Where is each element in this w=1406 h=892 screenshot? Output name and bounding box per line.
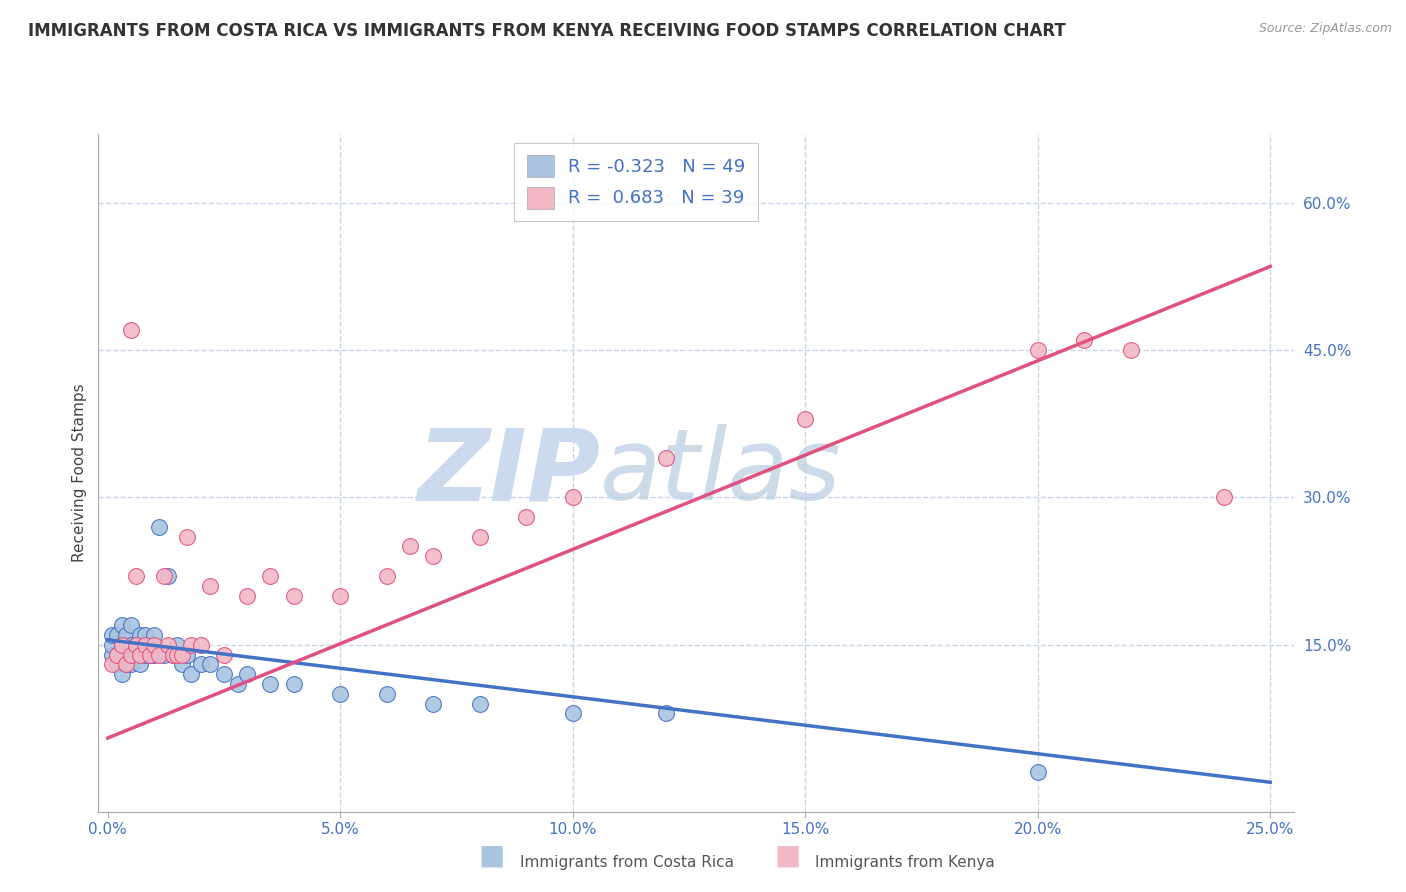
- Point: [180, 667, 202, 681]
- Point: [468, 530, 491, 544]
- Point: [124, 648, 146, 662]
- Point: [111, 638, 134, 652]
- Point: [236, 667, 259, 681]
- Point: [162, 648, 184, 662]
- Point: [105, 628, 128, 642]
- Point: [212, 667, 235, 681]
- Point: [198, 579, 221, 593]
- Point: [111, 618, 134, 632]
- Point: [375, 687, 398, 701]
- Point: [1026, 343, 1049, 357]
- Point: [1026, 765, 1049, 780]
- Point: [561, 706, 583, 721]
- Point: [259, 677, 281, 691]
- Text: Source: ZipAtlas.com: Source: ZipAtlas.com: [1258, 22, 1392, 36]
- Point: [655, 450, 678, 465]
- Point: [283, 677, 305, 691]
- Point: [148, 648, 170, 662]
- Point: [152, 648, 174, 662]
- Point: [124, 569, 146, 583]
- Point: [129, 638, 152, 652]
- Point: [212, 648, 235, 662]
- Point: [120, 648, 142, 662]
- Point: [162, 648, 184, 662]
- Point: [157, 569, 180, 583]
- Point: [166, 648, 188, 662]
- Point: [655, 706, 678, 721]
- Point: [105, 648, 128, 662]
- Point: [226, 677, 249, 691]
- Point: [111, 648, 134, 662]
- Text: atlas: atlas: [600, 425, 842, 521]
- Point: [157, 638, 180, 652]
- Point: [120, 323, 142, 337]
- Point: [176, 530, 198, 544]
- Y-axis label: Receiving Food Stamps: Receiving Food Stamps: [72, 384, 87, 562]
- Point: [468, 697, 491, 711]
- Point: [190, 657, 212, 672]
- Point: [259, 569, 281, 583]
- Point: [399, 540, 422, 554]
- Point: [138, 648, 160, 662]
- Point: [794, 411, 817, 425]
- Point: [115, 628, 138, 642]
- Point: [101, 657, 124, 672]
- Point: [152, 569, 174, 583]
- Point: [148, 520, 170, 534]
- Point: [329, 589, 352, 603]
- Point: [101, 628, 124, 642]
- Point: [180, 638, 202, 652]
- Point: [120, 657, 142, 672]
- Point: [129, 648, 152, 662]
- Point: [124, 638, 146, 652]
- Point: [176, 648, 198, 662]
- Point: [124, 638, 146, 652]
- Point: [111, 638, 134, 652]
- Point: [190, 638, 212, 652]
- Point: [138, 638, 160, 652]
- Text: ■: ■: [775, 842, 800, 870]
- Point: [105, 648, 128, 662]
- Text: ■: ■: [479, 842, 505, 870]
- Point: [138, 648, 160, 662]
- Point: [1212, 491, 1234, 505]
- Legend: R = -0.323   N = 49, R =  0.683   N = 39: R = -0.323 N = 49, R = 0.683 N = 39: [515, 143, 758, 221]
- Point: [166, 638, 188, 652]
- Point: [129, 628, 152, 642]
- Point: [422, 549, 444, 564]
- Point: [101, 638, 124, 652]
- Text: ZIP: ZIP: [418, 425, 600, 521]
- Point: [115, 657, 138, 672]
- Text: IMMIGRANTS FROM COSTA RICA VS IMMIGRANTS FROM KENYA RECEIVING FOOD STAMPS CORREL: IMMIGRANTS FROM COSTA RICA VS IMMIGRANTS…: [28, 22, 1066, 40]
- Point: [105, 657, 128, 672]
- Point: [236, 589, 259, 603]
- Point: [120, 618, 142, 632]
- Point: [561, 491, 583, 505]
- Point: [375, 569, 398, 583]
- Point: [134, 648, 156, 662]
- Point: [1119, 343, 1142, 357]
- Point: [172, 648, 194, 662]
- Text: Immigrants from Costa Rica: Immigrants from Costa Rica: [520, 855, 734, 870]
- Point: [111, 667, 134, 681]
- Point: [515, 510, 537, 524]
- Point: [283, 589, 305, 603]
- Point: [172, 657, 194, 672]
- Point: [143, 648, 166, 662]
- Point: [198, 657, 221, 672]
- Point: [134, 628, 156, 642]
- Point: [422, 697, 444, 711]
- Point: [143, 638, 166, 652]
- Point: [134, 638, 156, 652]
- Point: [329, 687, 352, 701]
- Text: Immigrants from Kenya: Immigrants from Kenya: [815, 855, 995, 870]
- Point: [1073, 333, 1095, 347]
- Point: [129, 657, 152, 672]
- Point: [143, 628, 166, 642]
- Point: [115, 638, 138, 652]
- Point: [101, 648, 124, 662]
- Point: [120, 638, 142, 652]
- Point: [115, 657, 138, 672]
